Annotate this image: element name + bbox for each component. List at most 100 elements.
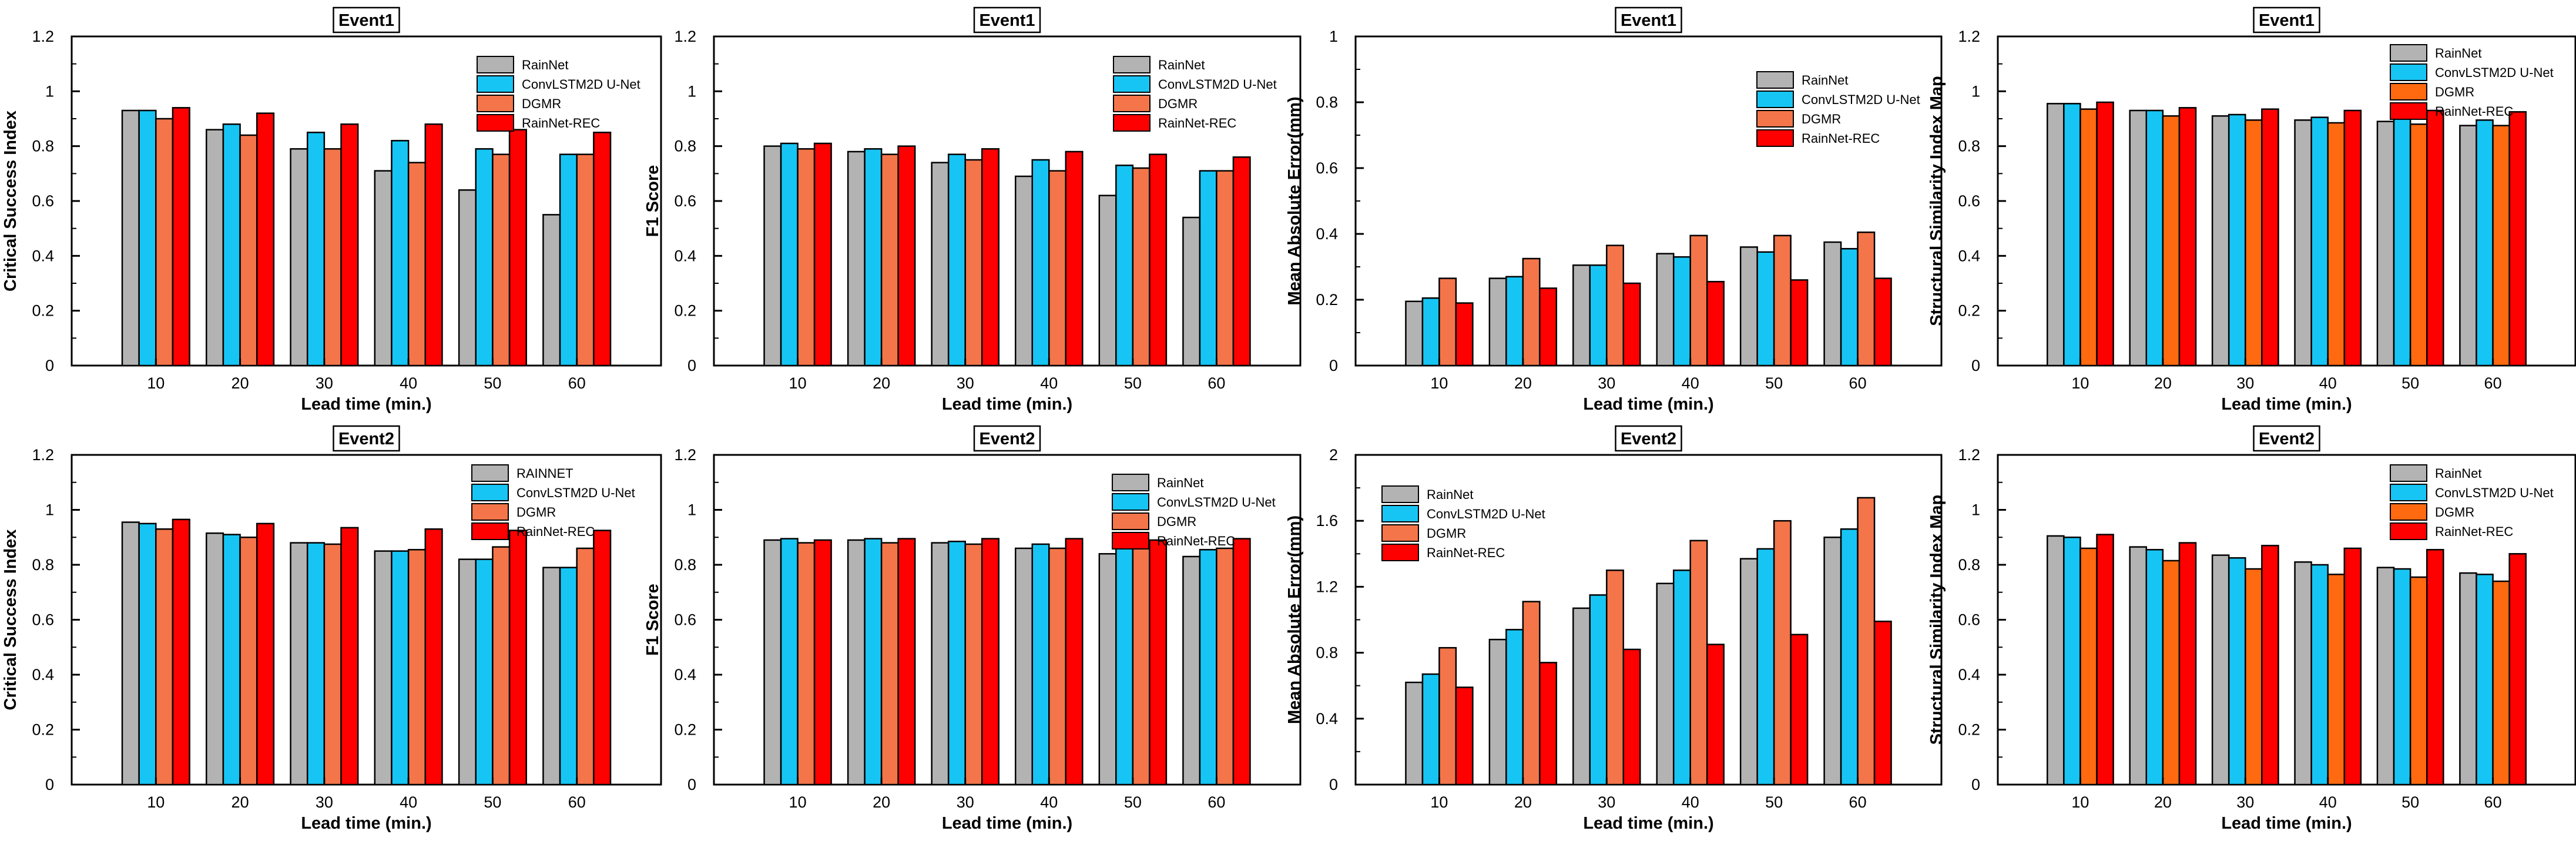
- bar: [2162, 559, 2181, 786]
- bar: [1606, 569, 1625, 786]
- bar: [1232, 156, 1251, 367]
- bar: [374, 170, 393, 367]
- bar: [407, 162, 427, 367]
- bar: [964, 159, 983, 367]
- y-tick-label: 0: [1971, 776, 1980, 793]
- x-tick-label: 40: [400, 793, 417, 811]
- y-tick-label: 0: [1971, 357, 1980, 374]
- bar: [2228, 113, 2246, 367]
- bar: [780, 142, 799, 367]
- bar: [2294, 561, 2312, 786]
- bar: [1232, 538, 1251, 786]
- legend: RainNet ConvLSTM2D U-Net DGMR RainNet-REC: [1756, 71, 1920, 147]
- bar: [2294, 119, 2312, 367]
- x-tick-label: 20: [1514, 374, 1532, 392]
- bar: [1656, 582, 1675, 786]
- chart-title: Event2: [1621, 430, 1676, 448]
- bar: [424, 123, 443, 367]
- legend-swatch: [1112, 474, 1149, 491]
- bar: [947, 153, 966, 367]
- bar: [2327, 574, 2346, 786]
- bar: [1622, 282, 1641, 367]
- chart-title-box: [333, 6, 400, 33]
- x-tick-label: 30: [2236, 374, 2254, 392]
- y-tick-label: 0.4: [1958, 666, 1980, 684]
- bar: [1421, 297, 1440, 367]
- y-tick-label: 0.4: [1316, 710, 1338, 728]
- x-tick-label: 40: [1682, 374, 1699, 392]
- x-tick-label: 30: [316, 793, 333, 811]
- x-axis-label: Lead time (min.): [942, 395, 1072, 414]
- y-tick-label: 0.4: [32, 666, 54, 684]
- chart-panel-6: 0 0.2 0.4 0.6 0.8 1 1.2 10 20 30 40 50 60 Lead time (…: [643, 425, 1302, 833]
- x-tick-label: 60: [1849, 374, 1867, 392]
- bar: [1132, 167, 1151, 367]
- bar: [374, 550, 393, 786]
- x-tick-label: 20: [232, 374, 249, 392]
- x-axis-label: Lead time (min.): [942, 814, 1072, 833]
- bar: [2129, 109, 2148, 367]
- y-tick-label: 0.8: [1958, 138, 1980, 155]
- bar: [1098, 553, 1117, 786]
- y-tick-label: 0.2: [1958, 721, 1980, 739]
- bar: [458, 558, 477, 786]
- bar: [206, 532, 224, 786]
- chart-title-box: [1615, 425, 1682, 452]
- y-tick-label: 1.2: [1958, 28, 1980, 45]
- x-tick-label: 10: [2071, 374, 2089, 392]
- bar: [2459, 125, 2477, 367]
- bar: [1773, 520, 1792, 786]
- y-tick-label: 0.2: [32, 721, 54, 739]
- x-tick-label: 10: [1430, 374, 1448, 392]
- bar: [1015, 547, 1034, 786]
- bar: [2178, 107, 2197, 367]
- x-tick-label: 40: [1682, 793, 1699, 811]
- bar: [780, 538, 799, 786]
- x-tick-label: 20: [873, 793, 890, 811]
- bar: [340, 123, 359, 367]
- bar: [1182, 216, 1201, 367]
- x-tick-label: 50: [1765, 793, 1783, 811]
- x-tick-label: 20: [232, 793, 249, 811]
- bar: [424, 528, 443, 786]
- bar: [323, 543, 342, 786]
- legend-label: ConvLSTM2D U-Net: [2435, 65, 2554, 80]
- bar: [2162, 115, 2181, 367]
- chart-title-box: [333, 425, 400, 452]
- y-tick-label: 0.8: [1958, 556, 1980, 574]
- bar: [981, 148, 999, 367]
- bar: [458, 189, 477, 367]
- bar: [2178, 542, 2197, 786]
- bar: [1488, 638, 1507, 786]
- y-axis-label: Mean Absolute Error(mm): [1285, 96, 1304, 305]
- y-axis-label: F1 Score: [643, 165, 662, 237]
- bar: [1115, 165, 1134, 367]
- bar: [1790, 279, 1809, 367]
- bar: [1706, 280, 1725, 367]
- x-tick-label: 20: [873, 374, 890, 392]
- x-tick-label: 50: [484, 374, 501, 392]
- bar: [2129, 546, 2148, 786]
- x-tick-label: 50: [484, 793, 501, 811]
- x-tick-label: 10: [2071, 793, 2089, 811]
- chart-title: Event1: [979, 11, 1035, 30]
- bar: [2508, 553, 2527, 786]
- legend-label: ConvLSTM2D U-Net: [1427, 507, 1545, 521]
- legend-swatch: [1381, 524, 1419, 542]
- legend-swatch: [1381, 505, 1419, 522]
- bar: [2047, 103, 2065, 367]
- bar: [172, 107, 190, 367]
- bar: [508, 530, 527, 786]
- bar: [1857, 231, 1876, 367]
- bar: [1031, 543, 1050, 786]
- chart-panel-3: 0 0.2 0.4 0.6 0.8 1 10 20 30 40 50 60 Lead time (min…: [1285, 6, 1943, 414]
- legend-swatch: [2390, 484, 2427, 501]
- bar: [1015, 175, 1034, 367]
- bar: [2211, 554, 2230, 786]
- bar: [1539, 287, 1558, 367]
- legend-swatch: [1756, 110, 1794, 128]
- bar: [2393, 568, 2411, 786]
- legend-label: RAINNET: [516, 466, 573, 481]
- x-tick-label: 30: [957, 374, 974, 392]
- bar: [1505, 276, 1524, 367]
